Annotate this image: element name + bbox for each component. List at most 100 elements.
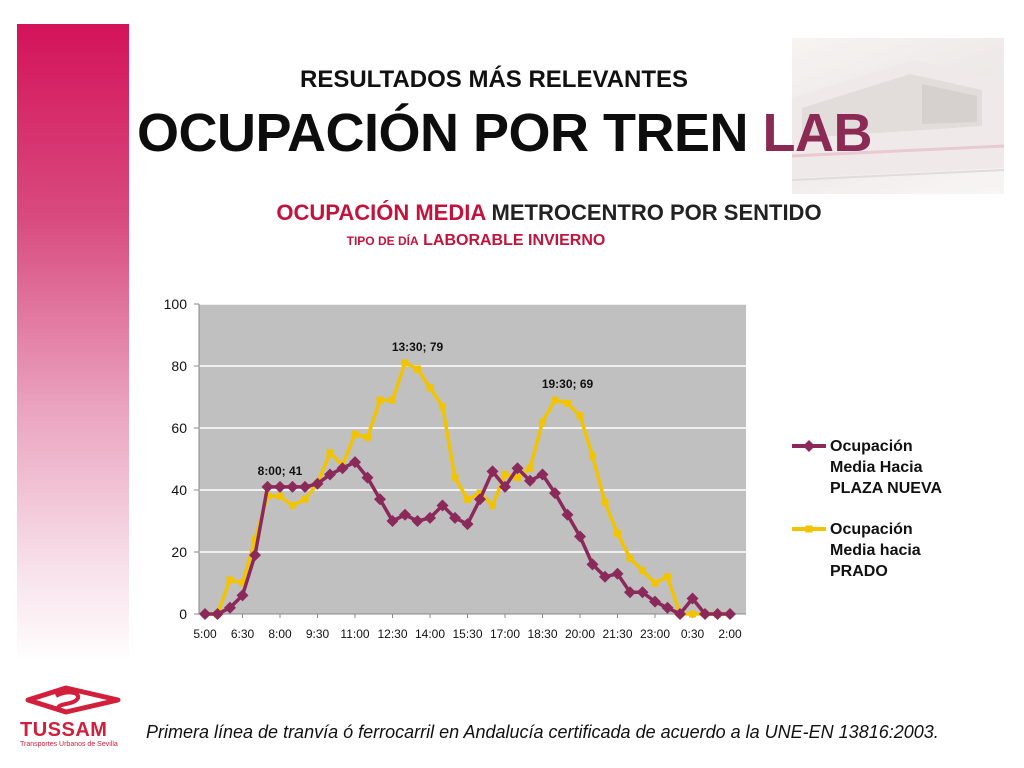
x-tick-label: 23:00 (640, 627, 670, 641)
x-tick-label: 14:00 (415, 627, 445, 641)
data-point (639, 567, 646, 575)
data-point (461, 518, 474, 531)
data-point (436, 499, 449, 512)
data-point (576, 412, 584, 420)
data-point (311, 477, 324, 490)
x-tick-label: 21:30 (602, 627, 632, 641)
data-point (649, 595, 661, 608)
data-label: 13:30; 79 (392, 340, 444, 354)
chart-subtitle-large: LABORABLE INVIERNO (423, 232, 606, 249)
data-point (474, 493, 486, 506)
data-point (486, 465, 499, 478)
x-tick-label: 5:00 (193, 627, 217, 641)
legend-swatch (792, 525, 826, 533)
data-point (276, 492, 284, 500)
plot-area (199, 304, 746, 614)
data-point (301, 495, 309, 503)
data-point (601, 498, 609, 506)
legend-label: Ocupación Media hacia PRADO (830, 521, 921, 580)
data-point (236, 589, 249, 602)
data-point (224, 601, 236, 614)
data-point (551, 396, 559, 404)
data-point (539, 418, 546, 426)
data-point (336, 462, 349, 475)
x-tick-label: 2:00 (718, 627, 742, 641)
slide-title: OCUPACIÓN POR TREN LAB (137, 102, 873, 164)
x-tick-label: 8:00 (268, 627, 292, 641)
data-point (664, 573, 671, 581)
data-point (249, 549, 261, 562)
y-tick-label: 20 (171, 544, 187, 560)
data-point (536, 468, 549, 481)
logo-tagline: Transportes Urbanos de Sevilla (20, 741, 118, 748)
data-point (199, 608, 211, 620)
footer-note: Primera línea de tranvía ó ferrocarril e… (146, 722, 939, 742)
data-label: 19:30; 69 (542, 377, 594, 391)
logo-wordmark: TUSSAM (20, 719, 108, 741)
legend-swatch (792, 440, 826, 452)
data-point (376, 396, 384, 404)
data-point (261, 480, 274, 493)
data-point (351, 430, 359, 438)
chart-title-rest: METROCENTRO POR SENTIDO (491, 200, 822, 225)
x-tick-label: 9:30 (306, 627, 330, 641)
data-point (226, 576, 234, 584)
data-point (414, 365, 421, 373)
chart-subtitle: TIPO DE DÍA LABORABLE INVIERNO (0, 232, 952, 250)
x-tick-label: 20:00 (565, 627, 595, 641)
x-tick-label: 0:30 (681, 627, 705, 641)
data-point (274, 480, 286, 493)
data-point (636, 586, 649, 599)
data-point (549, 487, 561, 500)
tussam-logo (25, 685, 121, 715)
x-tick-label: 17:00 (490, 627, 520, 641)
data-point (711, 608, 724, 620)
data-point (561, 508, 574, 521)
data-point (464, 495, 471, 503)
tram-photo (792, 38, 1004, 194)
data-point (476, 489, 484, 497)
chart-subtitle-small: TIPO DE DÍA (346, 234, 419, 248)
data-point (361, 471, 374, 484)
data-point (526, 464, 534, 472)
data-point (374, 493, 386, 506)
data-point (251, 536, 259, 544)
data-point (299, 480, 311, 493)
data-point (564, 399, 571, 407)
data-point (326, 449, 334, 457)
data-point (586, 558, 599, 571)
legend-item: Ocupación Media Hacia PLAZA NUEVA (790, 436, 970, 499)
data-point (286, 480, 299, 493)
data-point (624, 586, 636, 599)
data-point (724, 608, 736, 620)
data-point (674, 608, 686, 620)
data-point (651, 579, 659, 587)
data-point (689, 610, 696, 618)
data-point (524, 474, 536, 487)
y-tick-label: 0 (179, 606, 187, 622)
data-point (449, 511, 461, 524)
data-label: 8:00; 41 (258, 464, 303, 478)
data-point (411, 515, 424, 527)
data-point (424, 511, 436, 524)
data-point (589, 452, 596, 460)
slide-title-main: OCUPACIÓN POR TREN (137, 103, 749, 163)
data-point (426, 384, 434, 392)
data-point (699, 608, 711, 620)
data-point (511, 462, 524, 475)
data-point (451, 474, 459, 482)
data-point (386, 515, 399, 527)
data-point (626, 554, 634, 562)
data-point (364, 433, 371, 441)
data-point (499, 480, 511, 493)
x-tick-label: 15:30 (452, 627, 482, 641)
x-tick-label: 6:30 (231, 627, 255, 641)
data-point (289, 502, 296, 509)
slide-title-accent: LAB (762, 103, 873, 163)
y-tick-label: 80 (171, 358, 187, 374)
legend-item: Ocupación Media hacia PRADO (790, 519, 970, 582)
data-point (399, 508, 411, 521)
chart-legend: Ocupación Media Hacia PLAZA NUEVA Ocupaci… (790, 436, 970, 602)
x-tick-label: 12:30 (377, 627, 407, 641)
